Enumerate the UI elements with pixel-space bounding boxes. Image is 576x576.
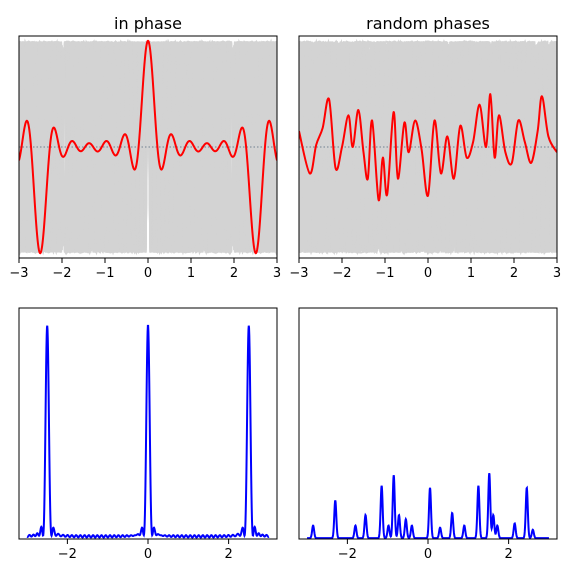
panel-title-in-phase: in phase bbox=[114, 14, 182, 33]
component-wave bbox=[299, 41, 557, 253]
x-axis-ticks-intensity-random-phases: −2 0 2 bbox=[338, 539, 513, 562]
plot-area-intensity-in-phase bbox=[26, 324, 270, 539]
x-axis-ticks-random-phases: −3 −2 −1 0 1 2 3 bbox=[289, 258, 561, 281]
x-tick-label: −3 bbox=[289, 266, 308, 281]
x-tick-label: 0 bbox=[144, 547, 152, 562]
x-tick-label: 0 bbox=[424, 547, 432, 562]
x-tick-label: 3 bbox=[273, 266, 281, 281]
x-axis-ticks-in-phase: −3 −2 −1 0 1 2 3 bbox=[9, 258, 281, 281]
x-tick-label: −1 bbox=[375, 266, 394, 281]
intensity-curve-random-phases bbox=[307, 472, 549, 539]
component-wave bbox=[19, 41, 277, 253]
x-tick-label: −2 bbox=[52, 266, 71, 281]
plot-area-in-phase bbox=[19, 38, 277, 256]
x-tick-label: 2 bbox=[224, 547, 232, 562]
component-wave bbox=[19, 41, 277, 253]
plot-area-intensity-random-phases bbox=[307, 472, 549, 539]
x-tick-label: −1 bbox=[95, 266, 114, 281]
panel-intensity-random-phases: −2 0 2 bbox=[298, 307, 558, 562]
x-axis-ticks-intensity-in-phase: −2 0 2 bbox=[58, 539, 233, 562]
sum-wave-in-phase bbox=[19, 39, 277, 255]
x-tick-label: 2 bbox=[504, 547, 512, 562]
x-tick-label: −2 bbox=[338, 547, 357, 562]
x-tick-label: 0 bbox=[144, 266, 152, 281]
plot-area-random-phases bbox=[299, 38, 557, 256]
sum-wave-random-phases bbox=[299, 93, 557, 201]
x-tick-label: −2 bbox=[58, 547, 77, 562]
x-tick-label: 2 bbox=[510, 266, 518, 281]
intensity-curve-in-phase bbox=[26, 324, 270, 539]
x-tick-label: −2 bbox=[332, 266, 351, 281]
x-tick-label: −3 bbox=[9, 266, 28, 281]
panel-intensity-in-phase: −2 0 2 bbox=[18, 307, 278, 562]
panel-random-phases: random phases −3 −2 −1 0 1 2 3 bbox=[289, 14, 561, 281]
x-tick-label: 1 bbox=[467, 266, 475, 281]
panel-in-phase: in phase −3 −2 −1 0 1 2 3 bbox=[9, 14, 281, 281]
x-tick-label: 1 bbox=[187, 266, 195, 281]
x-tick-label: 3 bbox=[553, 266, 561, 281]
x-tick-label: 0 bbox=[424, 266, 432, 281]
panel-title-random-phases: random phases bbox=[366, 14, 490, 33]
x-tick-label: 2 bbox=[230, 266, 238, 281]
